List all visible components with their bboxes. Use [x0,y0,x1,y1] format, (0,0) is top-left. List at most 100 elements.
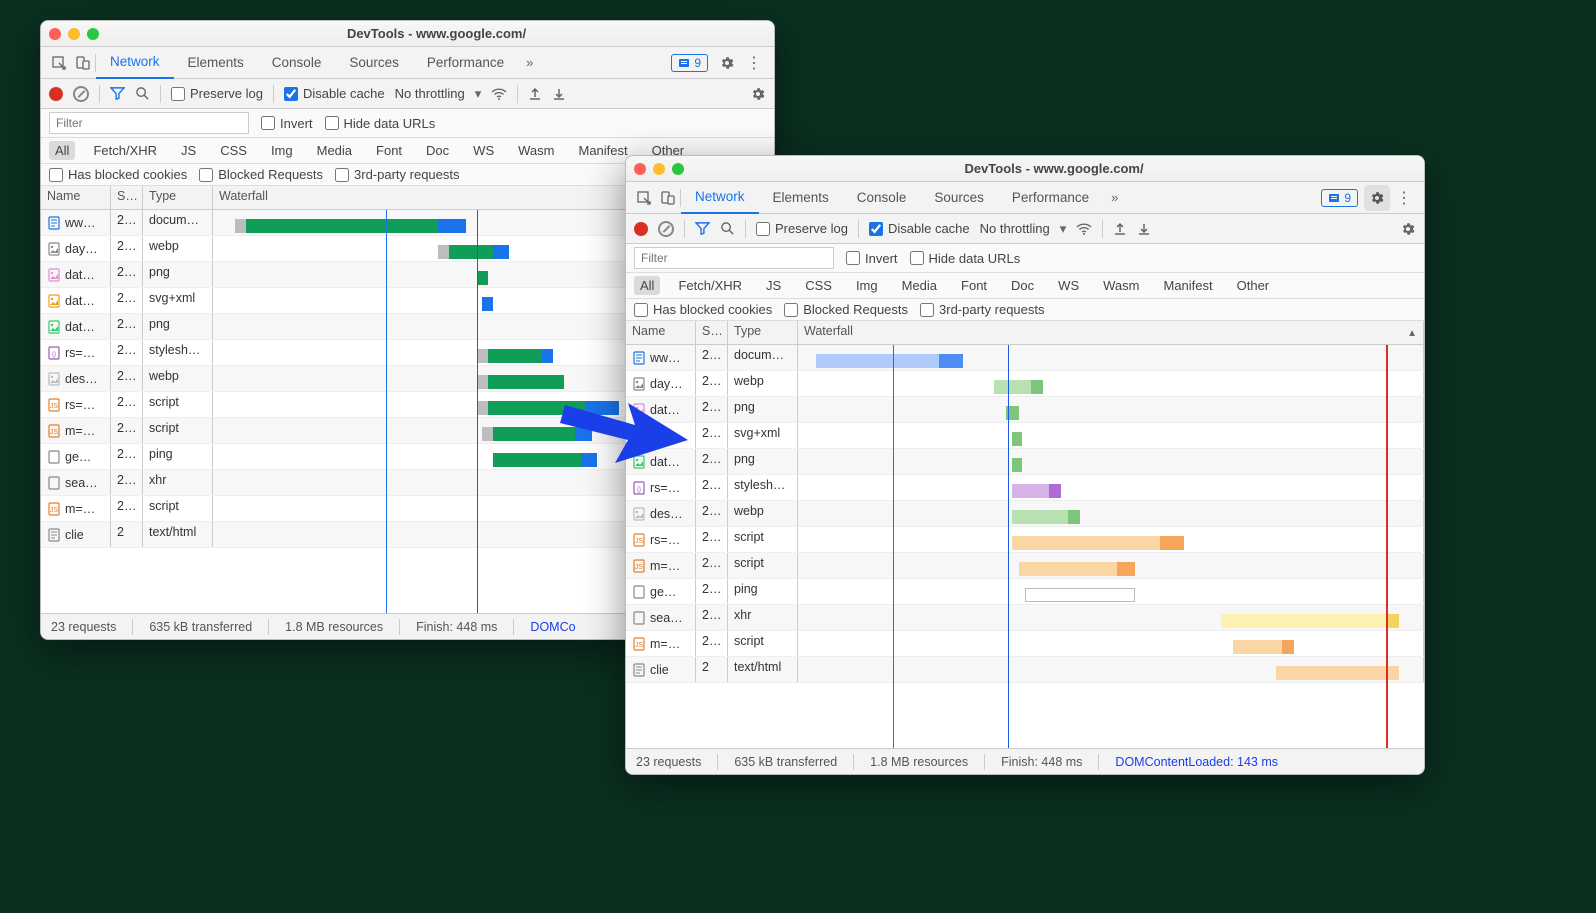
wifi-icon[interactable] [1076,222,1092,236]
window-minimize-icon[interactable] [68,28,80,40]
clear-icon[interactable] [73,86,89,102]
type-filter-all[interactable]: All [49,141,75,160]
col-name[interactable]: Name [626,321,696,344]
network-row[interactable]: clie2text/html [626,657,1424,683]
type-filter-ws[interactable]: WS [1052,276,1085,295]
throttling-caret-icon[interactable]: ▾ [1060,221,1067,237]
window-close-icon[interactable] [634,163,646,175]
blocked-requests-checkbox[interactable]: Blocked Requests [199,167,323,182]
more-tabs-icon[interactable]: » [518,55,541,70]
third-party-checkbox[interactable]: 3rd-party requests [920,302,1045,317]
tab-sources[interactable]: Sources [335,47,413,79]
type-filter-img[interactable]: Img [850,276,884,295]
window-zoom-icon[interactable] [87,28,99,40]
network-row[interactable]: ww…2…docum… [626,345,1424,371]
inspect-icon[interactable] [47,55,71,71]
blocked-requests-checkbox[interactable]: Blocked Requests [784,302,908,317]
tab-elements[interactable]: Elements [174,47,258,79]
network-row[interactable]: JSrs=…2…script [626,527,1424,553]
type-filter-ws[interactable]: WS [467,141,500,160]
network-row[interactable]: JSm=…2…script [626,631,1424,657]
type-filter-manifest[interactable]: Manifest [572,141,633,160]
type-filter-font[interactable]: Font [955,276,993,295]
col-status[interactable]: S… [696,321,728,344]
type-filter-img[interactable]: Img [265,141,299,160]
type-filter-fetchxhr[interactable]: Fetch/XHR [87,141,163,160]
throttling-caret-icon[interactable]: ▾ [475,86,482,102]
type-filter-wasm[interactable]: Wasm [1097,276,1145,295]
menu-icon[interactable]: ⋮ [740,53,768,73]
issues-badge[interactable]: 9 [671,54,708,72]
type-filter-css[interactable]: CSS [799,276,838,295]
network-row[interactable]: dat…2…svg+xml [626,423,1424,449]
device-icon[interactable] [656,190,680,206]
type-filter-media[interactable]: Media [311,141,358,160]
network-row[interactable]: sea…2…xhr [626,605,1424,631]
invert-checkbox[interactable]: Invert [846,251,898,266]
invert-checkbox[interactable]: Invert [261,116,313,131]
tab-performance[interactable]: Performance [413,47,518,79]
tab-performance[interactable]: Performance [998,182,1103,214]
clear-icon[interactable] [658,221,674,237]
type-filter-wasm[interactable]: Wasm [512,141,560,160]
download-icon[interactable] [552,87,566,101]
type-filter-js[interactable]: JS [175,141,202,160]
more-tabs-icon[interactable]: » [1103,190,1126,205]
menu-icon[interactable]: ⋮ [1390,188,1418,208]
disable-cache-checkbox[interactable]: Disable cache [869,221,970,236]
type-filter-all[interactable]: All [634,276,660,295]
col-name[interactable]: Name [41,186,111,209]
device-icon[interactable] [71,55,95,71]
network-row[interactable]: JSm=…2…script [626,553,1424,579]
col-type[interactable]: Type [728,321,798,344]
filter-icon[interactable] [110,86,125,101]
network-row[interactable]: des…2…webp [626,501,1424,527]
inspect-icon[interactable] [632,190,656,206]
upload-icon[interactable] [528,87,542,101]
window-minimize-icon[interactable] [653,163,665,175]
blocked-cookies-checkbox[interactable]: Has blocked cookies [49,167,187,182]
type-filter-other[interactable]: Other [1231,276,1276,295]
tab-sources[interactable]: Sources [920,182,998,214]
col-type[interactable]: Type [143,186,213,209]
tab-network[interactable]: Network [681,182,759,214]
blocked-cookies-checkbox[interactable]: Has blocked cookies [634,302,772,317]
type-filter-js[interactable]: JS [760,276,787,295]
tab-network[interactable]: Network [96,47,174,79]
throttling-select[interactable]: No throttling [395,86,465,101]
settings-icon[interactable] [1364,185,1390,211]
download-icon[interactable] [1137,222,1151,236]
preserve-log-checkbox[interactable]: Preserve log [171,86,263,101]
upload-icon[interactable] [1113,222,1127,236]
filter-icon[interactable] [695,221,710,236]
type-filter-doc[interactable]: Doc [420,141,455,160]
type-filter-media[interactable]: Media [896,276,943,295]
record-icon[interactable] [49,87,63,101]
issues-badge[interactable]: 9 [1321,189,1358,207]
panel-settings-icon[interactable] [750,86,766,102]
throttling-select[interactable]: No throttling [980,221,1050,236]
disable-cache-checkbox[interactable]: Disable cache [284,86,385,101]
panel-settings-icon[interactable] [1400,221,1416,237]
preserve-log-checkbox[interactable]: Preserve log [756,221,848,236]
type-filter-doc[interactable]: Doc [1005,276,1040,295]
record-icon[interactable] [634,222,648,236]
type-filter-fetchxhr[interactable]: Fetch/XHR [672,276,748,295]
network-row[interactable]: {}rs=…2…stylesh… [626,475,1424,501]
search-icon[interactable] [135,86,150,101]
window-close-icon[interactable] [49,28,61,40]
window-zoom-icon[interactable] [672,163,684,175]
search-icon[interactable] [720,221,735,236]
type-filter-css[interactable]: CSS [214,141,253,160]
type-filter-font[interactable]: Font [370,141,408,160]
network-row[interactable]: dat…2…png [626,397,1424,423]
tab-elements[interactable]: Elements [759,182,843,214]
tab-console[interactable]: Console [843,182,921,214]
col-waterfall[interactable]: Waterfall▲ [798,321,1424,344]
wifi-icon[interactable] [491,87,507,101]
type-filter-manifest[interactable]: Manifest [1157,276,1218,295]
filter-input[interactable] [634,247,834,269]
network-row[interactable]: day…2…webp [626,371,1424,397]
network-row[interactable]: dat…2…png [626,449,1424,475]
network-row[interactable]: ge…2…ping [626,579,1424,605]
